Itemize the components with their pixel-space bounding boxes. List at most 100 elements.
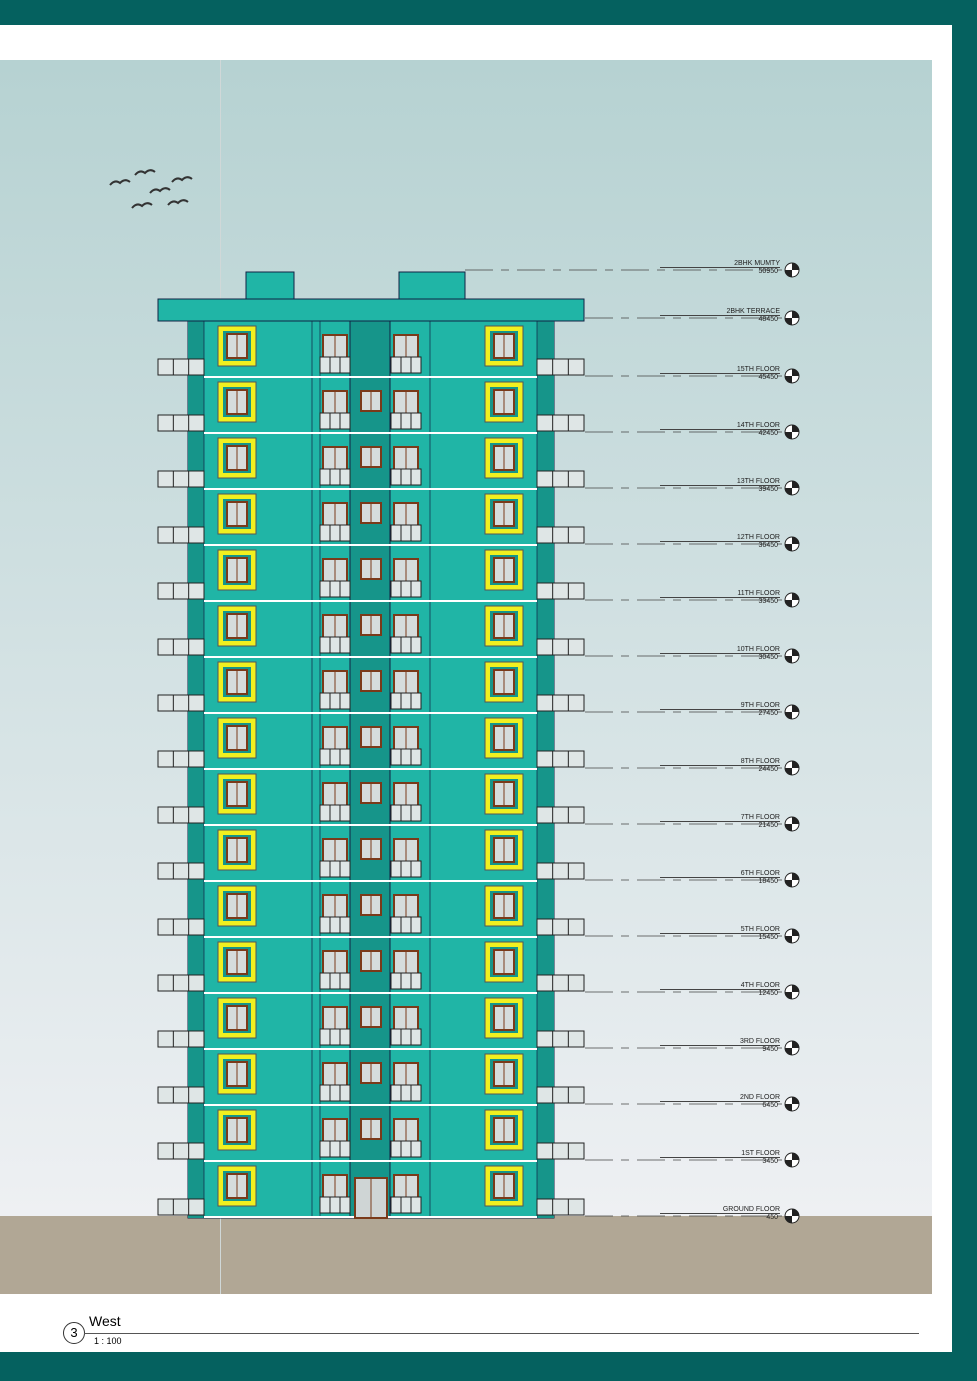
side-balcony-railing — [536, 974, 585, 992]
level-name: 2BHK TERRACE — [660, 308, 780, 316]
bird-icon — [167, 199, 189, 206]
balcony-railing — [319, 1028, 351, 1046]
level-elevation: 6450 — [762, 1102, 778, 1109]
level-label: 8TH FLOOR 24450 — [660, 758, 780, 773]
level-marker-fill — [785, 985, 799, 999]
balcony-railing — [390, 1028, 422, 1046]
view-title: West — [89, 1313, 121, 1329]
level-label: 1ST FLOOR 3450 — [660, 1150, 780, 1165]
side-balcony-railing — [536, 638, 585, 656]
level-marker-fill — [785, 705, 799, 719]
side-balcony-railing — [157, 974, 205, 992]
balcony-railing — [390, 804, 422, 822]
balcony-railing — [319, 356, 351, 374]
side-balcony-railing — [536, 862, 585, 880]
level-marker-fill — [785, 593, 799, 607]
side-balcony-railing — [157, 414, 205, 432]
level-label: 2BHK MUMTY 50950 — [660, 260, 780, 275]
level-label: 9TH FLOOR 27450 — [660, 702, 780, 717]
balcony-railing — [390, 748, 422, 766]
balcony-railing — [319, 748, 351, 766]
balcony-railing — [390, 1084, 422, 1102]
side-balcony-railing — [157, 1198, 205, 1216]
balcony-railing — [390, 692, 422, 710]
level-name: 11TH FLOOR — [660, 590, 780, 598]
level-label: 4TH FLOOR 12450 — [660, 982, 780, 997]
level-name: 12TH FLOOR — [660, 534, 780, 542]
level-name: 9TH FLOOR — [660, 702, 780, 710]
level-label: 12TH FLOOR 36450 — [660, 534, 780, 549]
level-marker-fill — [785, 369, 799, 383]
side-balcony-railing — [536, 1142, 585, 1160]
balcony-railing — [319, 468, 351, 486]
side-balcony-railing — [536, 750, 585, 768]
level-marker-fill — [785, 761, 799, 775]
level-elevation: 18450 — [758, 878, 778, 885]
level-label: 15TH FLOOR 45450 — [660, 366, 780, 381]
level-marker-fill — [785, 311, 799, 325]
side-balcony-railing — [157, 1142, 205, 1160]
level-marker-fill — [785, 873, 799, 887]
level-name: GROUND FLOOR — [660, 1206, 780, 1214]
side-balcony-railing — [157, 694, 205, 712]
balcony-railing — [319, 580, 351, 598]
level-elevation: 15450 — [758, 934, 778, 941]
level-label: 13TH FLOOR 39450 — [660, 478, 780, 493]
balcony-railing — [319, 1196, 351, 1214]
side-balcony-railing — [536, 918, 585, 936]
side-balcony-railing — [536, 414, 585, 432]
level-marker-fill — [785, 425, 799, 439]
bird-icon — [149, 187, 171, 194]
balcony-railing — [390, 468, 422, 486]
balcony-railing — [390, 1196, 422, 1214]
level-marker-fill — [785, 1041, 799, 1055]
level-name: 6TH FLOOR — [660, 870, 780, 878]
balcony-railing — [319, 804, 351, 822]
side-balcony-railing — [536, 582, 585, 600]
level-name: 10TH FLOOR — [660, 646, 780, 654]
side-balcony-railing — [157, 918, 205, 936]
level-label: 2ND FLOOR 6450 — [660, 1094, 780, 1109]
side-balcony-railing — [157, 470, 205, 488]
level-elevation: 12450 — [758, 990, 778, 997]
level-name: 7TH FLOOR — [660, 814, 780, 822]
balcony-railing — [390, 636, 422, 654]
balcony-railing — [390, 860, 422, 878]
level-name: 14TH FLOOR — [660, 422, 780, 430]
level-marker-fill — [785, 1153, 799, 1167]
side-balcony-railing — [536, 526, 585, 544]
level-marker-fill — [785, 1097, 799, 1111]
balcony-railing — [319, 860, 351, 878]
balcony-railing — [319, 1084, 351, 1102]
level-name: 1ST FLOOR — [660, 1150, 780, 1158]
level-label: 14TH FLOOR 42450 — [660, 422, 780, 437]
balcony-railing — [319, 524, 351, 542]
level-label: GROUND FLOOR 450 — [660, 1206, 780, 1221]
side-balcony-railing — [536, 1198, 585, 1216]
balcony-railing — [319, 1140, 351, 1158]
side-balcony-railing — [157, 1030, 205, 1048]
side-balcony-railing — [157, 862, 205, 880]
balcony-railing — [390, 356, 422, 374]
bird-icon — [109, 179, 131, 186]
level-label: 6TH FLOOR 18450 — [660, 870, 780, 885]
level-label: 2BHK TERRACE 48450 — [660, 308, 780, 323]
level-elevation: 39450 — [758, 486, 778, 493]
level-elevation: 9450 — [762, 1046, 778, 1053]
side-balcony-railing — [157, 638, 205, 656]
view-number: 3 — [63, 1322, 85, 1344]
level-elevation: 27450 — [758, 710, 778, 717]
title-underline — [84, 1333, 919, 1334]
balcony-railing — [390, 524, 422, 542]
level-marker-fill — [785, 649, 799, 663]
balcony-railing — [390, 1140, 422, 1158]
level-label: 3RD FLOOR 9450 — [660, 1038, 780, 1053]
level-marker-fill — [785, 1209, 799, 1223]
side-balcony-railing — [536, 358, 585, 376]
level-label: 10TH FLOOR 30450 — [660, 646, 780, 661]
balcony-railing — [390, 580, 422, 598]
side-balcony-railing — [157, 526, 205, 544]
side-balcony-railing — [157, 358, 205, 376]
ground — [0, 1216, 932, 1294]
